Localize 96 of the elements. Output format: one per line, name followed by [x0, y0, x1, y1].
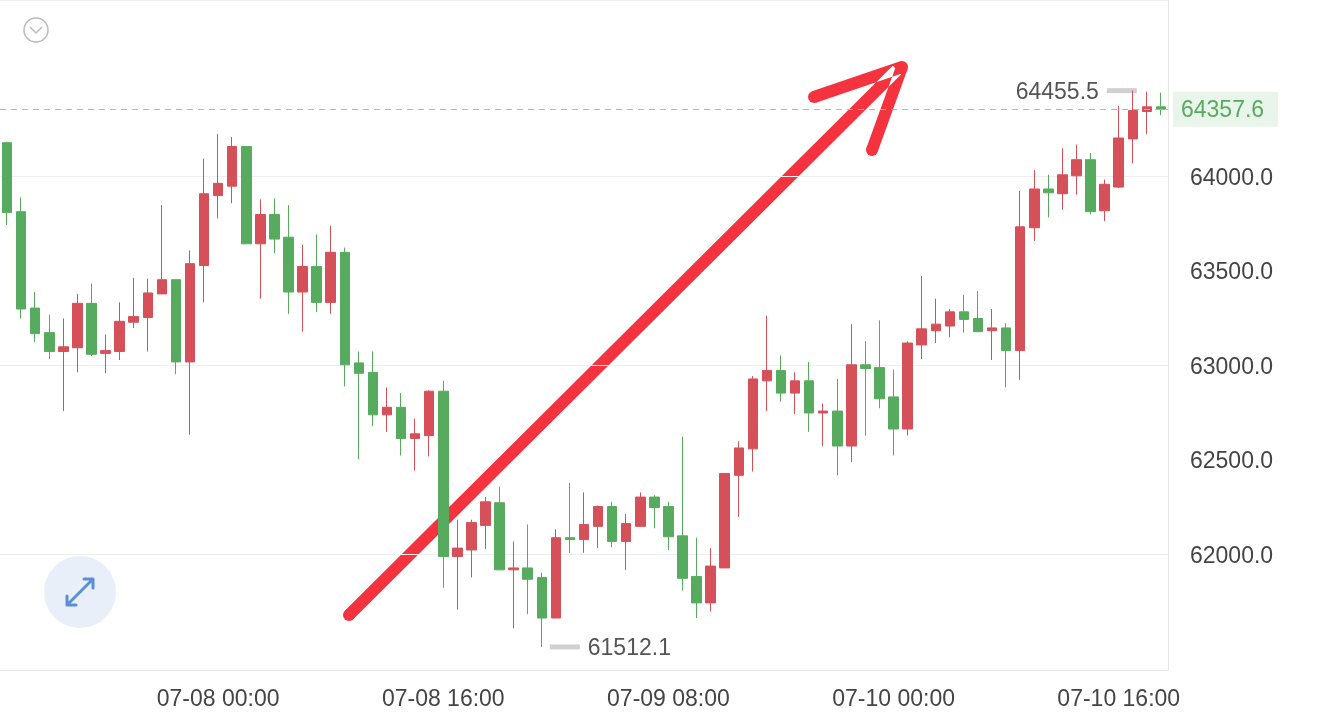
candlestick	[157, 204, 167, 295]
candlestick	[86, 283, 97, 357]
annotation: 61512.1	[587, 633, 671, 660]
candlestick	[832, 378, 843, 476]
candlestick	[1099, 179, 1110, 222]
candlestick	[931, 298, 941, 344]
candlestick	[1001, 322, 1011, 388]
candlestick	[945, 308, 955, 338]
candlestick	[1113, 105, 1124, 189]
candlestick	[593, 505, 603, 549]
candlestick	[846, 323, 857, 463]
x-tick-label: 07-08 16:00	[381, 684, 505, 711]
candlestick	[888, 368, 899, 456]
y-tick-label: 62500.0	[1190, 447, 1274, 474]
candlestick	[410, 418, 420, 472]
candlestick	[283, 204, 294, 315]
candlestick	[874, 319, 885, 409]
candlestick	[396, 392, 406, 456]
candlestick	[128, 277, 139, 329]
candlestick	[466, 519, 477, 578]
y-tick-label: 64000.0	[1190, 163, 1274, 190]
candlestick	[1142, 91, 1152, 135]
x-tick-label: 07-09 08:00	[607, 684, 730, 711]
candlestick	[677, 436, 688, 592]
annotation: 64455.5	[1015, 77, 1099, 104]
candlestick	[30, 291, 40, 343]
candlestick	[199, 158, 209, 303]
candlestick	[494, 486, 505, 571]
candlestick	[1029, 169, 1040, 242]
candlestick	[902, 340, 913, 437]
candlestick	[621, 513, 631, 571]
candlestick	[691, 537, 702, 619]
candlestick	[438, 380, 449, 589]
candlestick	[114, 301, 125, 361]
candlestick	[734, 440, 744, 518]
candlestick	[16, 197, 26, 319]
candlestick	[171, 279, 181, 375]
candlestick	[959, 294, 969, 334]
candlestick	[776, 354, 786, 403]
candlestick	[1085, 152, 1096, 216]
candlestick	[649, 494, 660, 529]
candlestick	[916, 275, 927, 360]
candlestick	[663, 501, 674, 551]
candlestick	[368, 351, 378, 427]
candlestick	[508, 540, 519, 629]
candlestick	[1057, 147, 1068, 211]
candlestick	[100, 334, 111, 374]
candlestick	[143, 278, 153, 353]
candlestick	[227, 136, 237, 204]
candlestick	[1128, 90, 1138, 164]
candlestick	[185, 249, 195, 436]
candlestick	[705, 547, 716, 612]
candlestick	[269, 197, 280, 254]
candlestick	[1015, 190, 1025, 381]
candlestick	[72, 293, 83, 373]
candlestick	[241, 145, 252, 245]
candlestick	[297, 244, 308, 333]
y-tick-label: 63500.0	[1190, 258, 1274, 285]
candlestick	[1156, 92, 1166, 116]
candlestick	[424, 389, 434, 457]
candlestick	[58, 317, 69, 412]
candlestick	[973, 290, 983, 333]
y-tick-label: 62000.0	[1190, 541, 1274, 568]
ref-line-label: 64357.6	[1181, 96, 1265, 123]
candlestick	[340, 247, 350, 387]
candlestick	[860, 340, 871, 437]
candlestick	[1071, 144, 1082, 196]
candlestick	[790, 371, 800, 415]
candlestick	[311, 233, 322, 313]
candlestick	[2, 141, 12, 226]
candlestick	[452, 519, 463, 611]
candlestick	[255, 198, 266, 300]
x-tick-label: 07-10 00:00	[832, 684, 955, 711]
candlestick	[522, 523, 533, 615]
candlestick	[480, 496, 491, 550]
candlestick	[818, 403, 828, 447]
candlestick	[804, 361, 814, 433]
candlestick	[537, 572, 547, 648]
candlestick	[325, 225, 336, 315]
candlestick	[382, 386, 392, 433]
candlestick	[565, 482, 575, 554]
x-tick-label: 07-10 16:00	[1057, 684, 1181, 711]
y-tick-label: 63000.0	[1190, 352, 1274, 379]
candlestick	[1043, 174, 1054, 218]
candlestick	[579, 491, 589, 554]
candlestick	[635, 491, 646, 527]
candlestick	[748, 375, 758, 473]
candlestick	[987, 308, 997, 361]
candlestick	[607, 501, 617, 548]
candlestick	[719, 472, 730, 569]
candlestick	[354, 351, 364, 460]
candlestick	[551, 528, 561, 619]
candlestick	[762, 315, 772, 412]
candlestick	[44, 314, 55, 360]
x-tick-label: 07-08 00:00	[156, 684, 280, 711]
candlestick	[213, 133, 223, 219]
